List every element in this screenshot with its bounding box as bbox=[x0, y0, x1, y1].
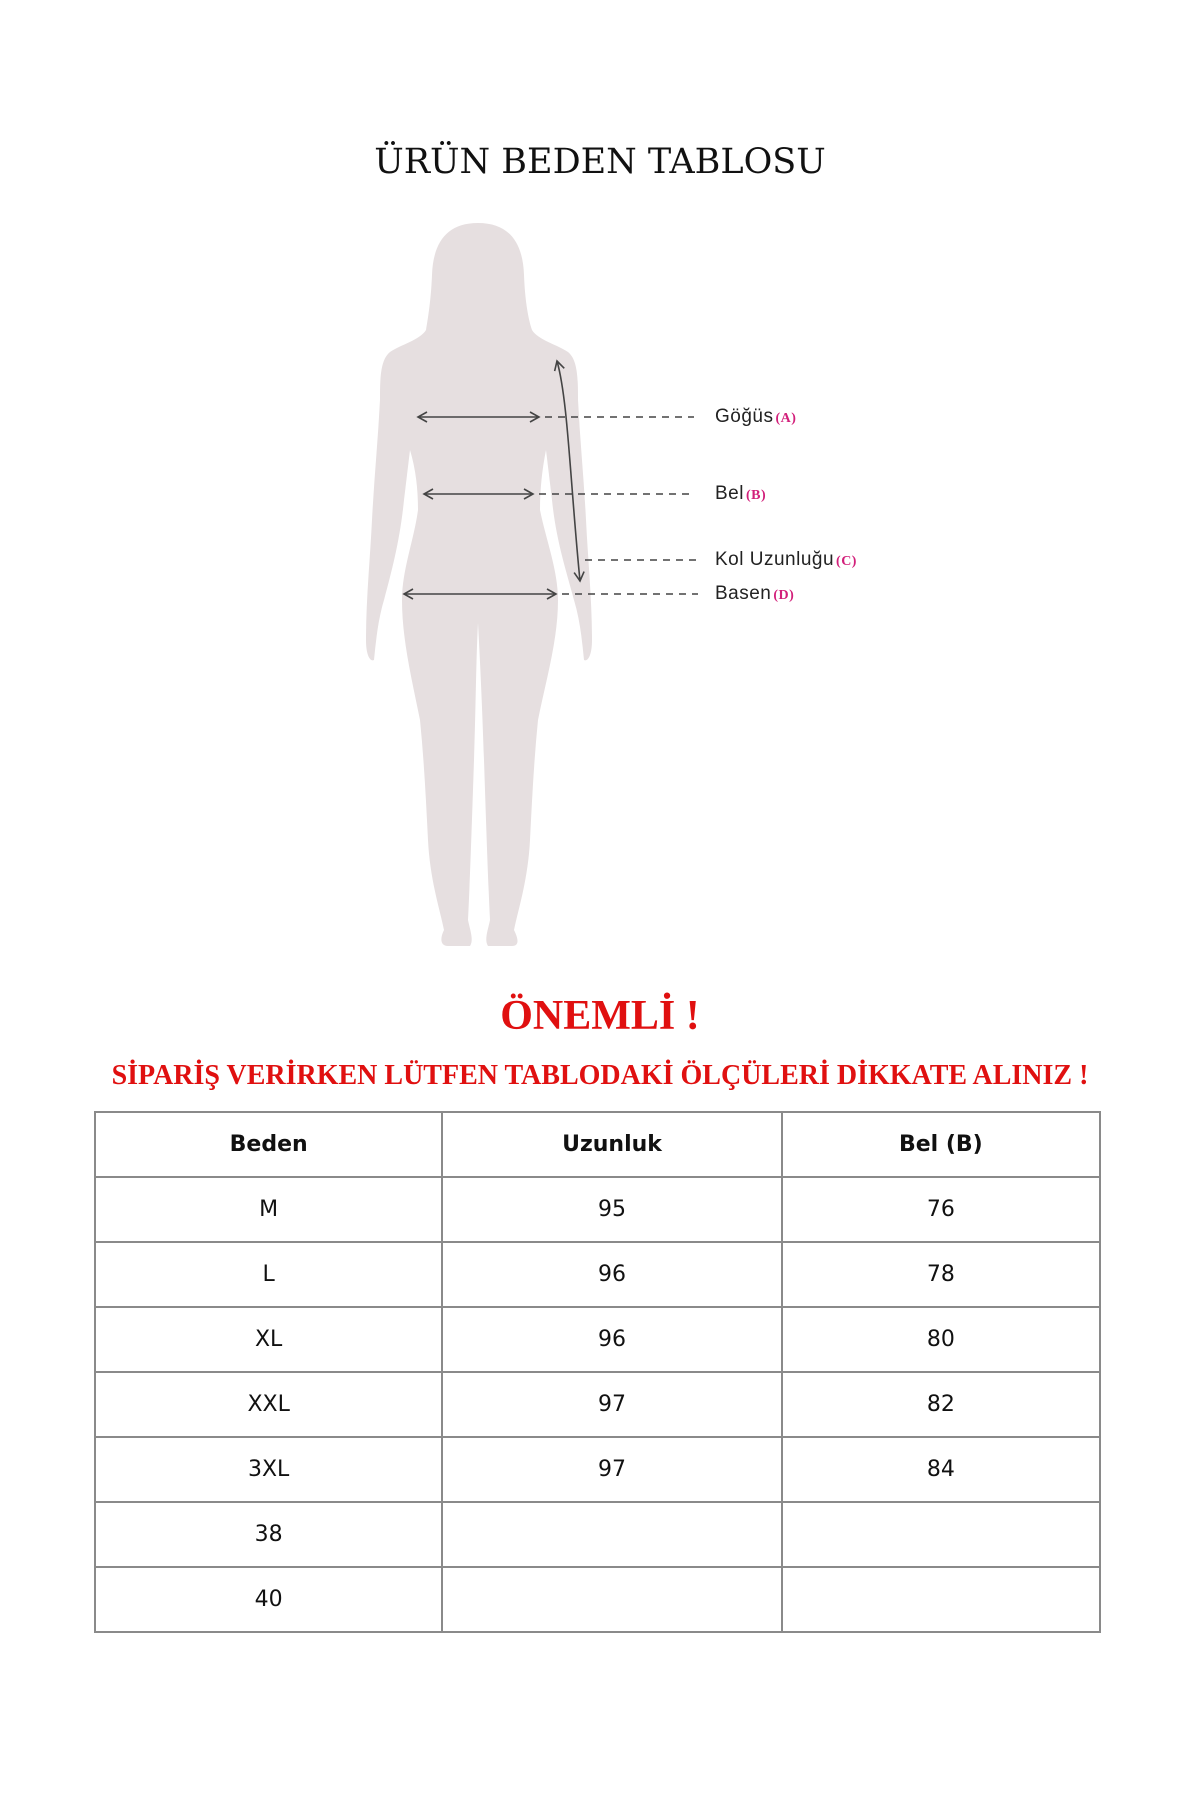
label-text: Basen bbox=[715, 583, 772, 604]
notice-message: SİPARİŞ VERİRKEN LÜTFEN TABLODAKİ ÖLÇÜLE… bbox=[111, 1060, 1089, 1091]
label-key: (C) bbox=[836, 554, 857, 569]
table-row: XXL 97 82 bbox=[93, 1371, 1102, 1438]
table-cell bbox=[780, 1501, 1102, 1568]
table-cell: 76 bbox=[780, 1176, 1102, 1243]
table-cell: 3XL bbox=[93, 1436, 444, 1503]
table-cell: 96 bbox=[441, 1306, 783, 1373]
header-uzunluk: Uzunluk bbox=[441, 1111, 783, 1178]
table-row: 38 bbox=[93, 1501, 1102, 1568]
label-bel: Bel (B) bbox=[715, 483, 766, 505]
table-row: 40 bbox=[93, 1566, 1102, 1633]
table-cell: 78 bbox=[780, 1241, 1102, 1308]
table-cell: L bbox=[93, 1241, 444, 1308]
table-cell: 97 bbox=[441, 1371, 783, 1438]
table-cell bbox=[441, 1501, 783, 1568]
label-kol-uzunlugu: Kol Uzunluğu (C) bbox=[715, 549, 857, 571]
table-cell: 40 bbox=[93, 1566, 444, 1633]
table-cell: 80 bbox=[780, 1306, 1102, 1373]
table-cell bbox=[780, 1566, 1102, 1633]
label-key: (D) bbox=[773, 588, 795, 603]
label-basen: Basen (D) bbox=[715, 583, 794, 605]
label-text: Kol Uzunluğu bbox=[715, 549, 835, 570]
size-table: Beden Uzunluk Bel (B) M 95 76 L 96 78 XL 96 80 XX… bbox=[93, 1111, 1102, 1633]
label-text: Göğüs bbox=[715, 406, 774, 427]
table-cell: XL bbox=[93, 1306, 444, 1373]
notice-heading: ÖNEMLİ ! bbox=[500, 993, 700, 1039]
page-title: ÜRÜN BEDEN TABLOSU bbox=[374, 142, 826, 182]
header-bel: Bel (B) bbox=[780, 1111, 1102, 1178]
table-row: L 96 78 bbox=[93, 1241, 1102, 1308]
table-cell: 96 bbox=[441, 1241, 783, 1308]
table-cell: M bbox=[93, 1176, 444, 1243]
table-row: 3XL 97 84 bbox=[93, 1436, 1102, 1503]
table-row: XL 96 80 bbox=[93, 1306, 1102, 1373]
table-cell: 97 bbox=[441, 1436, 783, 1503]
table-header-row: Beden Uzunluk Bel (B) bbox=[93, 1111, 1102, 1178]
table-cell: 95 bbox=[441, 1176, 783, 1243]
table-cell bbox=[441, 1566, 783, 1633]
label-gogus: Göğüs (A) bbox=[715, 406, 796, 428]
body-silhouette-diagram bbox=[366, 223, 698, 946]
label-key: (B) bbox=[745, 488, 767, 503]
table-cell: 84 bbox=[780, 1436, 1102, 1503]
table-cell: 38 bbox=[93, 1501, 444, 1568]
table-cell: 82 bbox=[780, 1371, 1102, 1438]
label-text: Bel bbox=[715, 483, 744, 504]
table-row: M 95 76 bbox=[93, 1176, 1102, 1243]
measurement-lines bbox=[402, 359, 698, 600]
header-beden: Beden bbox=[93, 1111, 444, 1178]
woman-silhouette bbox=[366, 223, 592, 946]
table-cell: XXL bbox=[93, 1371, 444, 1438]
label-key: (A) bbox=[775, 411, 797, 426]
